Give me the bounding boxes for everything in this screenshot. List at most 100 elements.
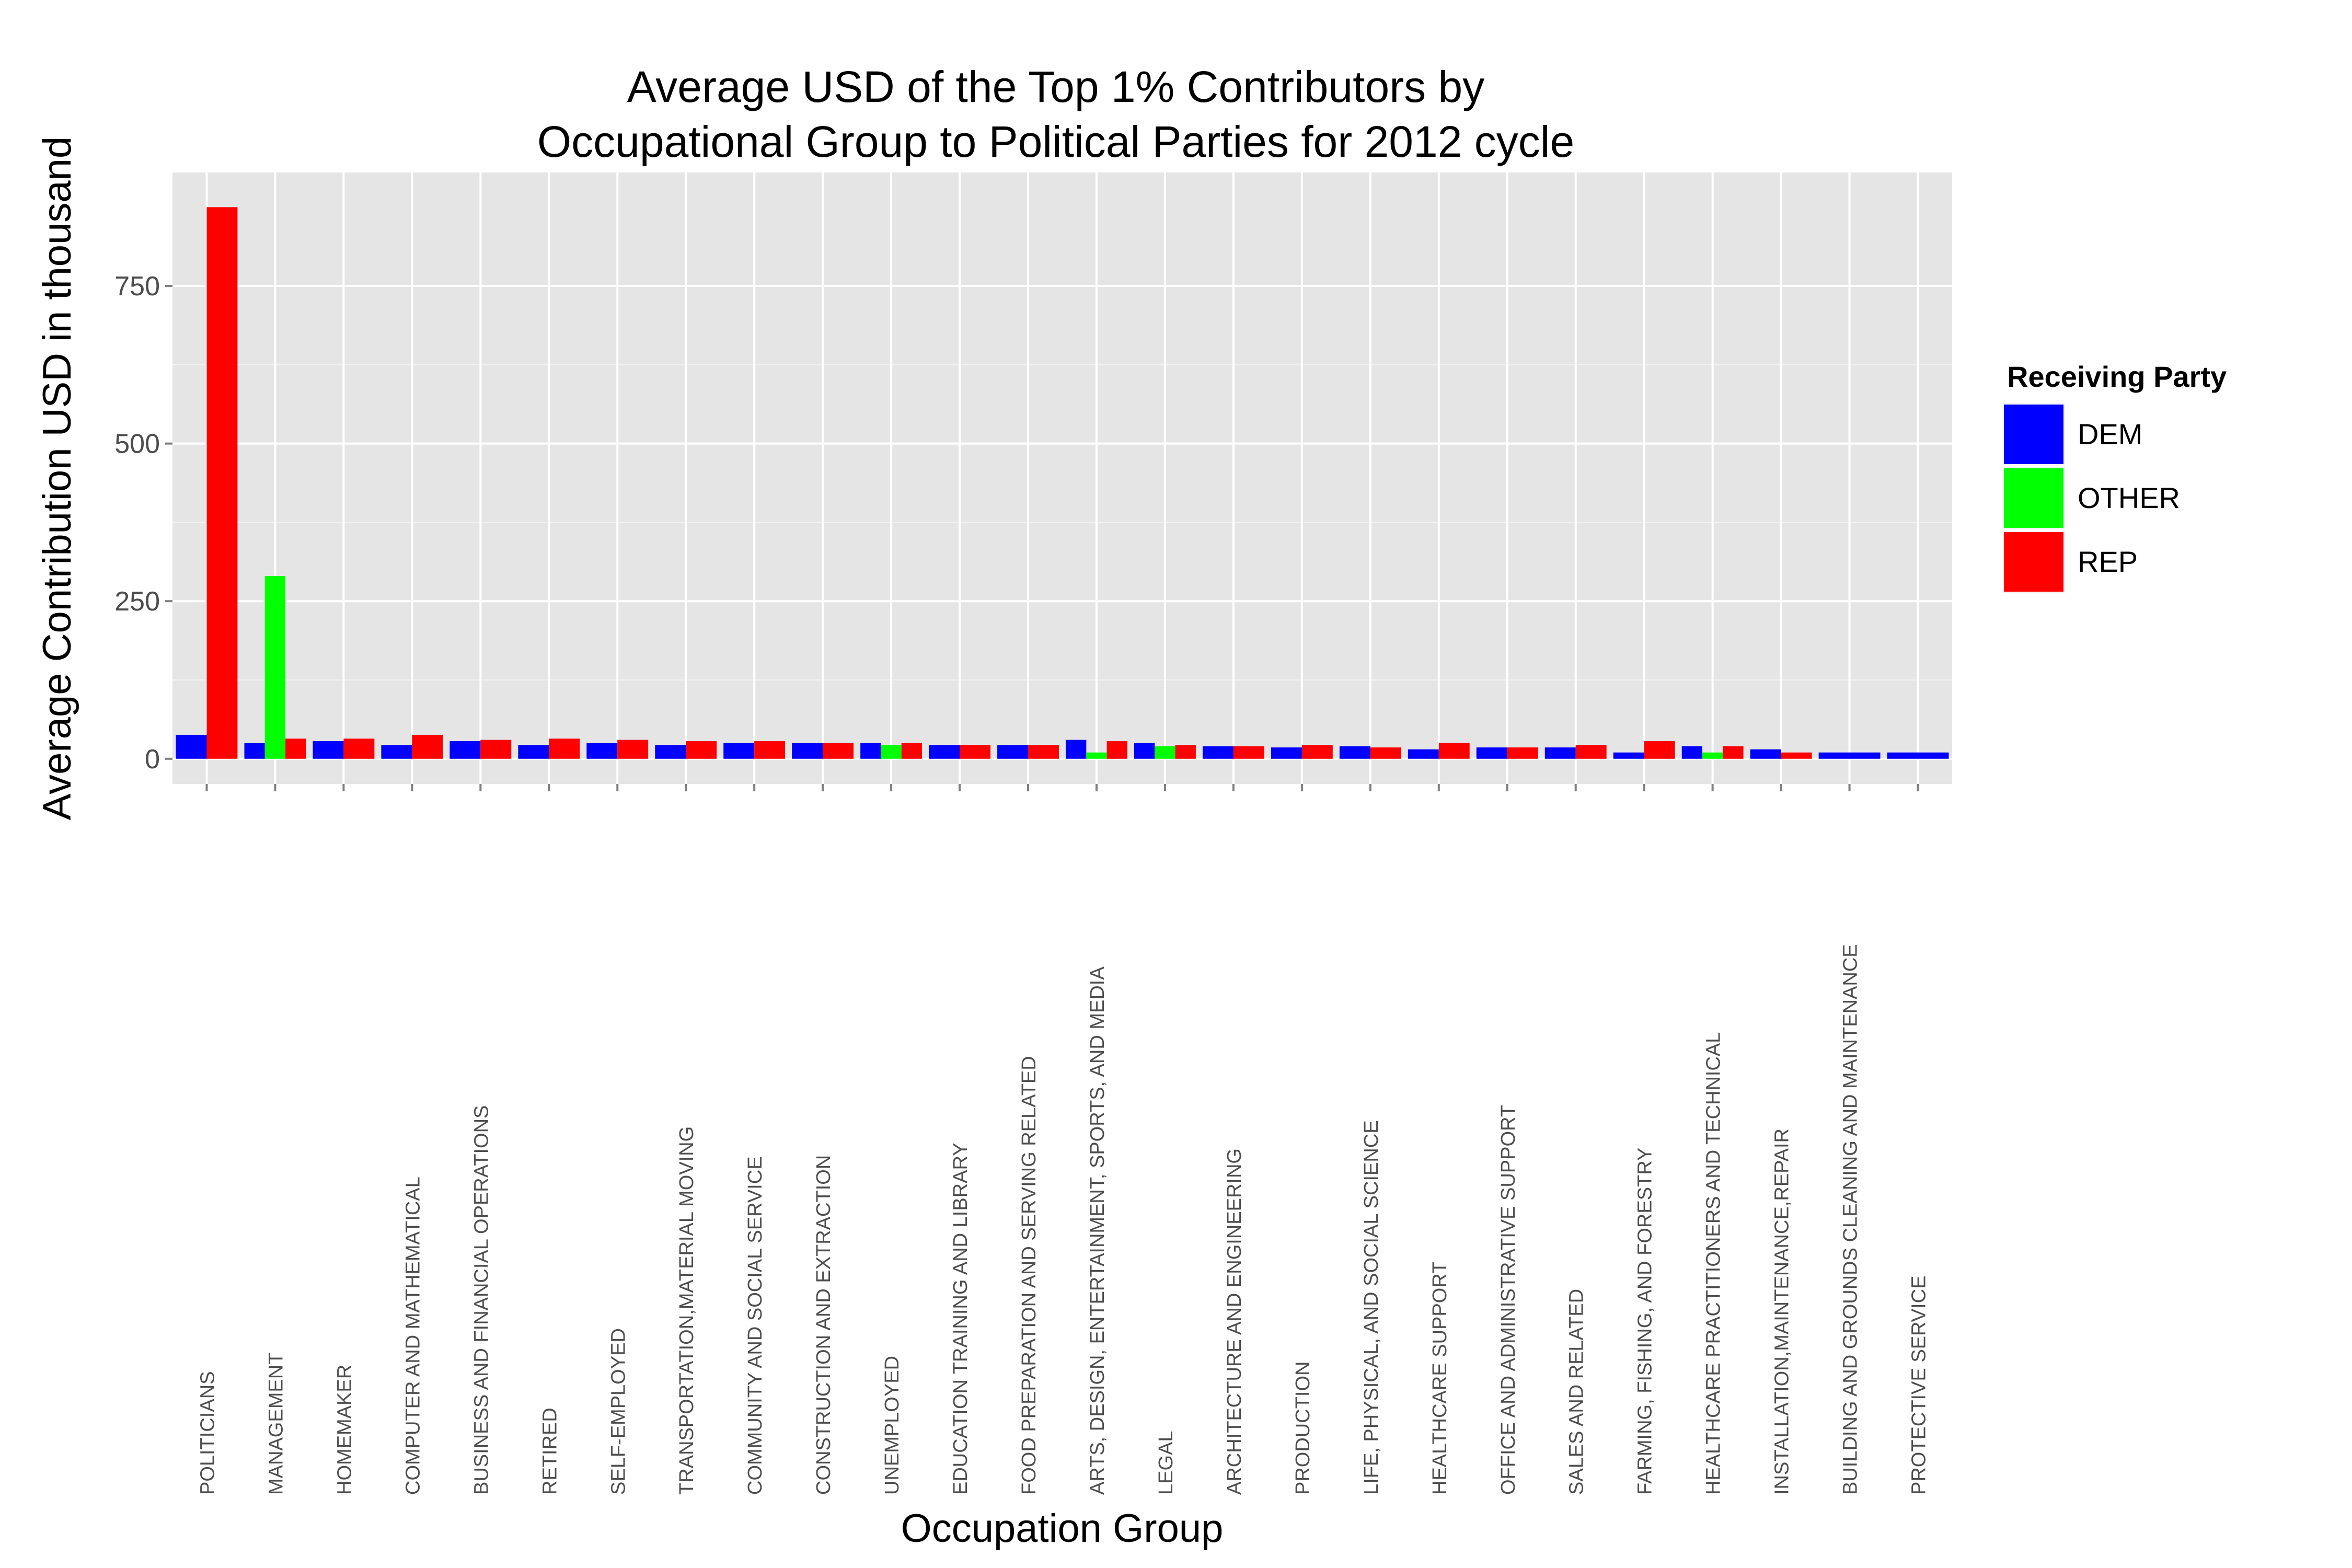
bar-dem (244, 743, 265, 759)
bar-other (1155, 746, 1175, 759)
x-tick-label: HEALTHCARE PRACTITIONERS AND TECHNICAL (1703, 1032, 1725, 1495)
bar-dem (1681, 746, 1702, 759)
y-tick-label: 250 (114, 586, 160, 617)
bar-rep (617, 740, 649, 759)
bar-dem (1408, 749, 1439, 759)
grid-lines (172, 172, 1952, 784)
bar-rep (1438, 743, 1470, 759)
y-tick-label: 0 (145, 744, 160, 775)
bar-rep (1028, 745, 1059, 759)
x-tick-label: POLITICIANS (197, 1371, 218, 1495)
chart-title-line-1: Average USD of the Top 1% Contributors b… (627, 62, 1484, 111)
y-tick-label: 750 (114, 271, 160, 302)
legend-swatch-rep (2004, 532, 2063, 592)
y-tick-label: 500 (114, 429, 160, 459)
bar-rep (823, 743, 854, 759)
bar-dem (176, 734, 207, 759)
bar-dem (1134, 743, 1155, 759)
bar-rep (1370, 747, 1401, 759)
bar-rep (480, 740, 512, 759)
bar-rep (1301, 745, 1333, 759)
x-tick-label: OFFICE AND ADMINISTRATIVE SUPPORT (1497, 1105, 1519, 1495)
bar-rep (1575, 745, 1607, 759)
x-tick-label: BUSINESS AND FINANCIAL OPERATIONS (470, 1105, 492, 1495)
x-tick-label: FARMING, FISHING, AND FORESTRY (1634, 1148, 1656, 1495)
bar-dem (860, 743, 881, 759)
x-tick-label: SELF-EMPLOYED (607, 1328, 629, 1495)
bar-dem (1750, 749, 1781, 759)
bar-other (1086, 752, 1107, 759)
x-tick-label: EDUCATION TRAINING AND LIBRARY (950, 1143, 972, 1495)
bar-rep (206, 207, 238, 759)
bar-rep (1106, 741, 1127, 759)
bar-rep (686, 741, 717, 759)
x-tick-label: RETIRED (539, 1408, 561, 1495)
x-tick-label: BUILDING AND GROUNDS CLEANING AND MAINTE… (1840, 944, 1862, 1495)
bar-rep (1644, 741, 1675, 759)
bar-dem (1339, 746, 1370, 759)
plot-panel (172, 172, 1952, 784)
bar-rep (960, 745, 990, 759)
bar-dem (1066, 740, 1087, 759)
bar-rep (1233, 746, 1264, 759)
x-tick-label: SALES AND RELATED (1566, 1289, 1588, 1495)
bar-rep (285, 739, 306, 759)
x-tick-label: HOMEMAKER (333, 1365, 355, 1495)
legend-swatch-dem (2004, 405, 2063, 464)
bar-rep (1507, 747, 1538, 759)
bar-rep (1175, 745, 1196, 759)
x-tick-label: UNEMPLOYED (881, 1356, 903, 1495)
bar-dem (449, 741, 481, 759)
bar-dem (723, 743, 755, 759)
x-tick-label: COMMUNITY AND SOCIAL SERVICE (744, 1156, 766, 1495)
x-tick-label: PROTECTIVE SERVICE (1908, 1275, 1930, 1495)
bar-dem (1271, 747, 1302, 759)
bar-rep (1723, 746, 1744, 759)
bar-rep (549, 739, 580, 759)
chart-title-line-2: Occupational Group to Political Parties … (537, 117, 1574, 166)
x-tick-label: ARTS, DESIGN, ENTERTAINMENT, SPORTS, AND… (1087, 966, 1109, 1495)
bar-rep (901, 743, 923, 759)
bar-dem (792, 743, 823, 759)
x-tick-label: FOOD PREPARATION AND SERVING RELATED (1018, 1056, 1040, 1495)
legend: Receiving Party DEM OTHER REP (2001, 360, 2227, 595)
bar-dem (381, 745, 412, 759)
bar-other (264, 575, 286, 759)
x-tick-label: COMPUTER AND MATHEMATICAL (402, 1177, 424, 1495)
x-tick-label: TRANSPORTATION,MATERIAL MOVING (676, 1126, 698, 1495)
bar-dem (1202, 746, 1233, 759)
legend-swatch-other (2004, 468, 2063, 528)
x-tick-label: LEGAL (1155, 1431, 1177, 1495)
bar-dem (1613, 752, 1644, 759)
y-axis-title: Average Contribution USD in thousand (35, 136, 79, 820)
bar-dem (655, 745, 686, 759)
legend-label-dem: DEM (2078, 418, 2142, 451)
y-axis-ticks: 0 250 500 750 (114, 271, 172, 775)
bar-dem (518, 745, 549, 759)
bar-rep (343, 739, 375, 759)
bar-dem (313, 741, 344, 759)
x-axis-title: Occupation Group (901, 1506, 1224, 1551)
legend-label-rep: REP (2078, 545, 2138, 578)
bar-rep (1781, 752, 1812, 759)
bar-dem (1544, 747, 1576, 759)
bar-rep (754, 741, 786, 759)
bars (176, 207, 1949, 759)
bar-rep (412, 734, 443, 759)
x-tick-label: LIFE, PHYSICAL, AND SOCIAL SCIENCE (1361, 1120, 1382, 1495)
x-axis-ticks: POLITICIANS MANAGEMENT HOMEMAKER COMPUTER A… (197, 784, 1930, 1495)
legend-label-other: OTHER (2078, 481, 2180, 514)
x-tick-label: HEALTHCARE SUPPORT (1429, 1262, 1451, 1495)
x-tick-label: INSTALLATION,MAINTENANCE,REPAIR (1771, 1128, 1793, 1495)
bar-other (1702, 752, 1723, 759)
bar-dem (586, 743, 618, 759)
x-tick-label: CONSTRUCTION AND EXTRACTION (813, 1155, 835, 1495)
bar-dem (929, 745, 960, 759)
x-tick-label: ARCHITECTURE AND ENGINEERING (1224, 1148, 1246, 1495)
bar-dem (1887, 752, 1949, 759)
bar-other (881, 745, 902, 759)
bar-dem (1818, 752, 1881, 759)
legend-title: Receiving Party (2007, 360, 2227, 393)
x-tick-label: PRODUCTION (1292, 1362, 1314, 1495)
